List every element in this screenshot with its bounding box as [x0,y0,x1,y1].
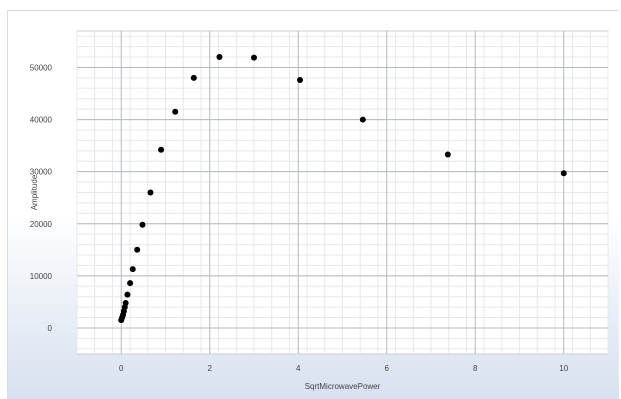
data-point [124,291,131,298]
data-point [297,76,304,83]
data-point [216,54,223,61]
data-point [122,299,129,306]
x-axis-ticks: 0 2 4 6 8 10 [119,364,569,373]
x-tick-label: 10 [559,364,568,373]
x-tick-label: 0 [119,364,124,373]
y-axis-ticks: 0 10000 20000 30000 40000 50000 [30,63,53,332]
data-point [359,116,366,123]
x-tick-label: 8 [473,364,478,373]
data-points [118,54,567,324]
y-tick-label: 40000 [30,116,53,125]
x-tick-label: 2 [208,364,213,373]
data-point [127,280,134,287]
data-point [444,151,451,158]
data-point [190,74,197,81]
x-tick-label: 6 [385,364,390,373]
y-tick-label: 20000 [30,220,53,229]
data-point [158,146,165,153]
y-tick-label: 50000 [30,63,53,72]
data-point [147,189,154,196]
data-point [129,266,136,273]
data-point [134,246,141,253]
data-point [139,221,146,228]
y-axis-title: Amplitude [30,174,39,210]
y-tick-label: 10000 [30,272,53,281]
data-point [560,170,567,177]
data-point [172,108,179,115]
x-tick-label: 4 [296,364,301,373]
data-point [251,54,257,61]
y-tick-label: 0 [48,324,53,333]
y-tick-label: 30000 [30,168,53,177]
x-axis-title: SqrtMicrowavePower [305,382,381,391]
